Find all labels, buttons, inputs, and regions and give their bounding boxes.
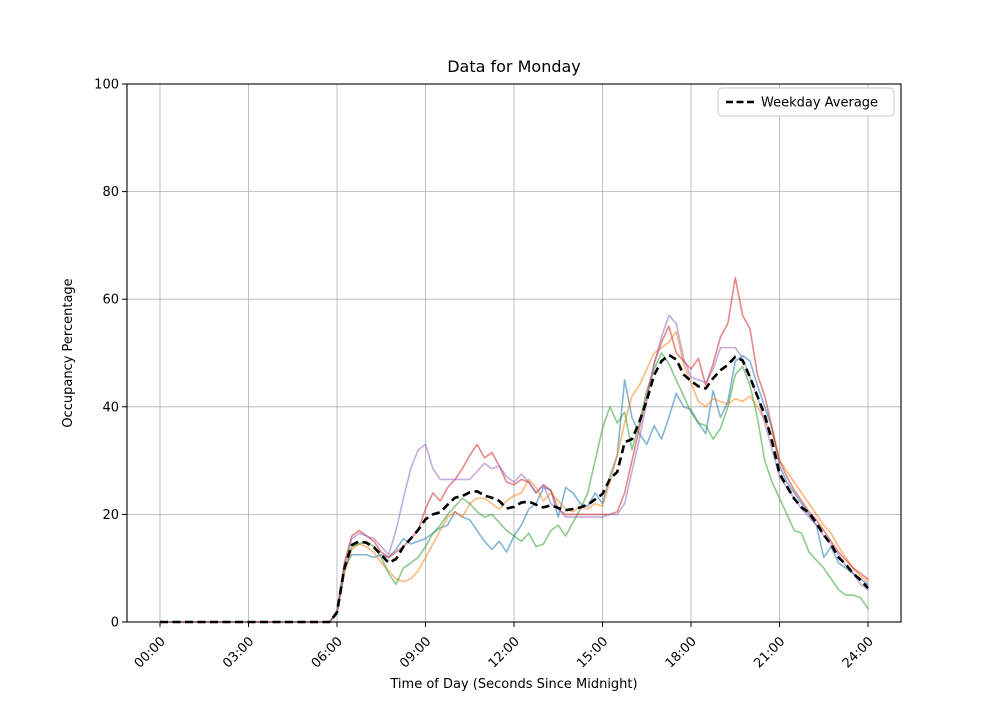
y-tick-label: 100 (94, 78, 119, 93)
y-tick-label: 0 (111, 616, 119, 631)
legend-label: Weekday Average (761, 96, 878, 111)
y-tick-label: 20 (102, 508, 119, 523)
y-tick-label: 40 (102, 400, 119, 415)
legend: Weekday Average (717, 87, 895, 117)
grid-layer (127, 83, 901, 623)
x-tick-label: 00:00 (132, 634, 169, 671)
x-axis-label: Time of Day (Seconds Since Midnight) (389, 677, 637, 692)
x-tick-label: 03:00 (220, 634, 257, 671)
x-tick-label: 24:00 (840, 634, 877, 671)
series-layer (159, 276, 869, 624)
x-tick-label: 12:00 (486, 634, 523, 671)
x-tick-label: 06:00 (309, 634, 346, 671)
average-line (160, 353, 869, 624)
x-tick-label: 21:00 (751, 634, 788, 671)
x-tick-label: 15:00 (574, 634, 611, 671)
y-tick-label: 80 (102, 185, 119, 200)
tick-layer: 00:00 03:00 06:00 09:00 12:00 15:00 18:00 21:00… (94, 78, 877, 672)
y-axis-label: Occupancy Percentage (61, 278, 76, 427)
chart-title: Data for Monday (447, 57, 581, 76)
y-tick-label: 60 (102, 293, 119, 308)
x-tick-label: 18:00 (663, 634, 700, 671)
legend-box (717, 87, 895, 117)
x-tick-label: 09:00 (397, 634, 434, 671)
